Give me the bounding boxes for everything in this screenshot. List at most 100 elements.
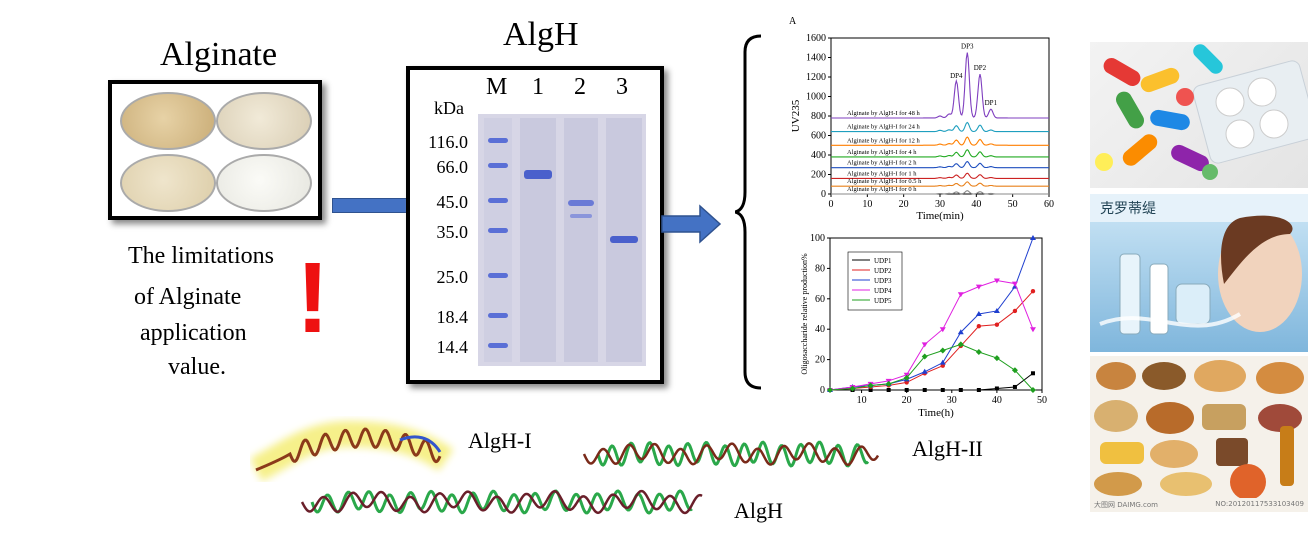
- hplc-chart: A0 10 20 30 40 50 6002004006008001000120014001…: [789, 16, 1054, 222]
- cosmetics-illustration: [1090, 194, 1308, 335]
- chromatogram-line: [831, 190, 1049, 195]
- legend-label: UDP3: [874, 277, 892, 285]
- chromatogram-line: [831, 172, 1049, 179]
- data-point: [993, 355, 1000, 362]
- peak-label: DP1: [985, 99, 998, 107]
- marker-label: 18.4: [436, 307, 469, 327]
- data-point: [1011, 281, 1018, 287]
- gel-lane-marker: [484, 118, 512, 362]
- petri-dish-powder: [216, 154, 312, 212]
- algh-gel-title: AlgH: [503, 16, 579, 53]
- y-tick-label: 1000: [806, 92, 826, 103]
- connector-bar: [332, 198, 410, 213]
- algh-ii-structure-image: [582, 439, 880, 469]
- marker-band: [488, 343, 508, 348]
- algh-i-structure-image: [250, 420, 454, 482]
- data-point: [886, 388, 891, 392]
- data-point: [958, 388, 963, 392]
- marker-label: 25.0: [436, 267, 469, 287]
- limitations-line-4: value.: [168, 354, 226, 380]
- data-point: [1012, 384, 1017, 389]
- food-photo: 大图网 DAIMG.com NO:20120117533103409: [1090, 356, 1308, 512]
- data-point: [940, 388, 945, 392]
- gel-image: [478, 114, 646, 366]
- y-tick-label: 400: [811, 150, 826, 161]
- series-line: [829, 290, 1034, 391]
- y-tick-label: 40: [815, 324, 825, 335]
- series-line: [829, 280, 1034, 391]
- x-tick-label: 60: [1044, 199, 1054, 210]
- series-label: Alginate by AlgH-I for 4 h: [847, 149, 917, 156]
- chromatogram-line: [831, 149, 1049, 158]
- y-tick-label: 1200: [806, 72, 826, 83]
- y-tick-label: 1400: [806, 53, 826, 64]
- data-point: [939, 359, 946, 365]
- alginate-title: Alginate: [160, 36, 278, 73]
- marker-band: [488, 228, 508, 233]
- y-axis-label: UV235: [790, 99, 802, 132]
- data-point: [867, 382, 874, 389]
- lane-2-band: [570, 214, 592, 218]
- data-point: [868, 388, 873, 392]
- data-point: [921, 342, 928, 348]
- peak-label: DP4: [950, 72, 963, 80]
- pills-illustration: [1095, 44, 1308, 180]
- data-point: [957, 292, 964, 298]
- lane-label-m: M: [486, 74, 508, 100]
- data-point: [939, 327, 946, 333]
- marker-band: [488, 198, 508, 203]
- series-label: Alginate by AlgH-I for 48 h: [847, 110, 921, 117]
- x-tick-label: 30: [947, 395, 957, 406]
- sds-page-gel-frame: kDa 116.0 66.0 45.0 35.0 25.0 18.4 14.4 …: [406, 66, 664, 384]
- lane-2-band: [568, 200, 594, 206]
- series-label: Alginate by AlgH-I for 2 h: [847, 160, 917, 167]
- data-point: [993, 278, 1000, 284]
- exclamation-icon: !: [296, 242, 330, 354]
- chromatogram-line: [831, 160, 1049, 169]
- series-line: [829, 343, 1034, 391]
- x-tick-label: 30: [935, 199, 945, 210]
- marker-band: [488, 313, 508, 318]
- y-tick-label: 60: [815, 294, 825, 305]
- data-point: [976, 388, 981, 392]
- data-point: [957, 341, 964, 348]
- data-point: [976, 323, 982, 329]
- legend-label: UDP1: [874, 257, 892, 265]
- lane-label-1: 1: [532, 74, 544, 100]
- production-chart: 10 20 30 40 50 0 20 40 60 80 100 Time(h) Oligosaccha…: [800, 233, 1047, 419]
- panel-label: A: [789, 16, 797, 27]
- data-point: [921, 368, 928, 374]
- marker-label: 45.0: [436, 192, 469, 212]
- y-axis-label: Oligosaccharide relative production%: [800, 253, 809, 375]
- series-label: Alginate by AlgH-I for 1 h: [847, 170, 917, 177]
- data-point: [994, 322, 1000, 327]
- data-point: [975, 349, 982, 355]
- marker-band: [488, 163, 508, 168]
- x-tick-label: 0: [829, 199, 834, 210]
- y-tick-label: 200: [811, 170, 826, 181]
- data-point: [993, 307, 1000, 313]
- marker-label: 35.0: [436, 222, 469, 242]
- x-tick-label: 10: [857, 395, 867, 406]
- data-point: [1029, 387, 1036, 393]
- x-axis-label: Time(min): [916, 210, 964, 222]
- data-point: [957, 329, 964, 335]
- petri-dish-fibers-1: [120, 92, 216, 150]
- limitations-line-1: The limitations: [128, 243, 274, 269]
- right-arrow-icon: [661, 204, 722, 244]
- lane-label-2: 2: [574, 74, 586, 100]
- gel-lane-3: [606, 118, 642, 362]
- lane-label-3: 3: [616, 74, 628, 100]
- x-axis-label: Time(h): [918, 407, 954, 419]
- data-point: [827, 387, 833, 393]
- pills-photo: [1090, 42, 1308, 188]
- marker-band: [488, 138, 508, 143]
- y-tick-label: 1600: [806, 33, 826, 44]
- series-line: [829, 237, 1034, 391]
- chromatogram-line: [831, 136, 1049, 146]
- x-tick-label: 40: [992, 395, 1002, 406]
- data-point: [903, 374, 910, 381]
- x-tick-label: 20: [902, 395, 912, 406]
- x-tick-label: 50: [1008, 199, 1018, 210]
- cosmetics-brand-text: 克罗蒂缇: [1100, 201, 1156, 217]
